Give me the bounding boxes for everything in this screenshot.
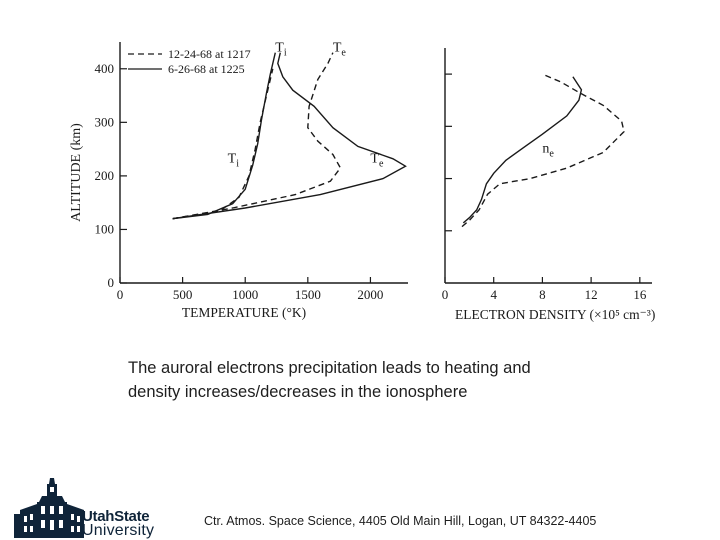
figure: 0 500 1000 1500 2000 0 100 200 300 400 TEMPERATURE…: [69, 41, 655, 322]
curve-label: Ti: [275, 41, 287, 59]
electron-density-chart: 0 4 8 12 16 ELECTRON DENSITY (×10⁵ cm⁻³) ne: [442, 48, 655, 322]
series-line: [172, 52, 276, 220]
x-axis-title: ELECTRON DENSITY (×10⁵ cm⁻³): [455, 307, 655, 322]
x-axis-title: TEMPERATURE (°K): [182, 305, 306, 320]
y-tick-label: 100: [95, 221, 115, 236]
y-tick-label: 0: [108, 275, 115, 290]
curve-label: Te: [370, 152, 384, 170]
series-line: [462, 76, 583, 224]
x-tick-label: 12: [585, 287, 598, 302]
x-tick-label: 1500: [295, 287, 321, 302]
legend-label: 6-26-68 at 1225: [168, 62, 245, 76]
logo-text-university: University: [82, 522, 155, 539]
legend-label: 12-24-68 at 1217: [168, 47, 251, 61]
curve-label: Ti: [228, 152, 240, 170]
logo-text-utahstate: UtahState: [82, 508, 150, 525]
series-line: [172, 52, 407, 220]
x-tick-label: 16: [633, 287, 647, 302]
x-tick-label: 4: [490, 287, 497, 302]
x-tick-label: 0: [117, 287, 124, 302]
series-line: [172, 52, 342, 220]
series-line: [461, 73, 625, 228]
y-tick-label: 300: [95, 114, 115, 129]
curve-label: ne: [542, 141, 554, 159]
y-tick-label: 400: [95, 61, 115, 76]
caption-line-2: density increases/decreases in the ionos…: [128, 383, 468, 401]
caption: The auroral electrons precipitation lead…: [128, 356, 648, 404]
x-tick-label: 8: [539, 287, 546, 302]
footer-address: Ctr. Atmos. Space Science, 4405 Old Main…: [204, 514, 597, 528]
x-tick-label: 500: [173, 287, 193, 302]
caption-line-1: The auroral electrons precipitation lead…: [128, 359, 531, 377]
curve-label: Te: [333, 41, 347, 59]
x-tick-label: 2000: [357, 287, 383, 302]
y-axis-title: ALTITUDE (km): [69, 123, 84, 222]
y-tick-label: 200: [95, 168, 115, 183]
x-tick-label: 0: [442, 287, 449, 302]
x-tick-label: 1000: [232, 287, 258, 302]
temperature-chart: 0 500 1000 1500 2000 0 100 200 300 400 TEMPERATURE…: [69, 41, 408, 320]
usu-logo: [14, 478, 84, 538]
